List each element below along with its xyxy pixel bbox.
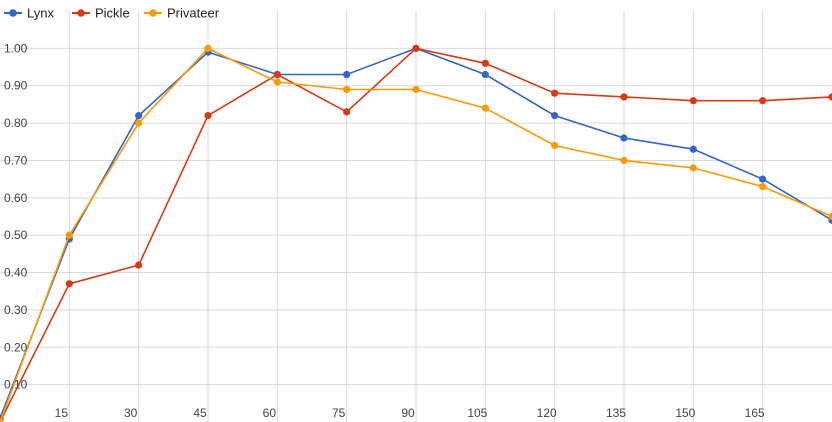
data-point-lynx [481,70,489,79]
data-point-lynx [689,145,697,153]
data-point-privateer [204,44,212,52]
x-tick-label: 90 [401,406,415,420]
data-point-pickle [620,93,628,101]
data-point-lynx [759,175,767,183]
legend-label-privateer: Privateer [167,6,220,21]
data-point-pickle [204,112,212,120]
y-tick-label: 0.40 [4,266,28,280]
data-point-privateer [689,164,697,172]
data-point-privateer [65,231,73,239]
x-tick-label: 135 [606,406,626,420]
x-tick-label: 105 [467,406,487,420]
data-point-pickle [135,261,143,269]
grid-lines [0,11,832,422]
y-tick-label: 1.00 [4,41,28,55]
data-point-privateer [0,418,4,422]
x-tick-label: 120 [537,406,557,420]
data-point-privateer [412,85,420,94]
data-point-privateer [551,141,559,150]
legend-marker-lynx [9,9,17,17]
legend-marker-pickle [77,9,85,17]
data-point-lynx [551,112,559,120]
data-point-lynx [343,70,351,79]
x-tick-label: 150 [675,406,695,420]
x-tick-label: 30 [124,406,138,420]
data-point-lynx [620,134,628,142]
y-tick-label: 0.50 [4,228,28,242]
data-point-privateer [828,212,832,221]
series-group [0,44,832,422]
legend-label-lynx: Lynx [27,6,54,21]
data-point-pickle [481,59,489,67]
data-point-pickle [759,97,767,105]
x-tick-label: 165 [745,406,765,420]
tick-labels: 0.10 0.20 0.30 0.40 0.50 0.60 0.70 0.80 0.90 1.00… [4,41,765,420]
y-tick-label: 0.60 [4,191,28,205]
legend-label-pickle: Pickle [95,6,130,21]
x-tick-label: 75 [332,406,346,420]
x-tick-label: 15 [55,406,69,420]
data-point-pickle [412,44,420,52]
y-tick-label: 0.30 [4,303,28,317]
y-tick-label: 0.10 [4,378,28,392]
data-point-pickle [551,89,559,97]
data-point-pickle [273,70,281,79]
y-tick-label: 0.90 [4,79,28,93]
data-point-privateer [273,78,281,86]
data-point-privateer [343,85,351,94]
data-point-pickle [828,93,832,101]
y-tick-label: 0.80 [4,116,28,130]
data-point-pickle [65,280,73,288]
y-tick-label: 0.20 [4,340,28,354]
data-point-pickle [343,108,351,116]
data-point-privateer [759,183,767,191]
data-point-privateer [620,156,628,165]
x-tick-label: 45 [193,406,207,420]
data-point-pickle [689,97,697,105]
x-tick-label: 60 [263,406,277,420]
y-tick-label: 0.70 [4,153,28,167]
legend: Lynx Pickle Privateer [4,6,220,21]
data-point-lynx [135,112,143,120]
data-point-privateer [135,119,143,127]
data-point-privateer [481,104,489,112]
legend-marker-privateer [149,9,157,17]
